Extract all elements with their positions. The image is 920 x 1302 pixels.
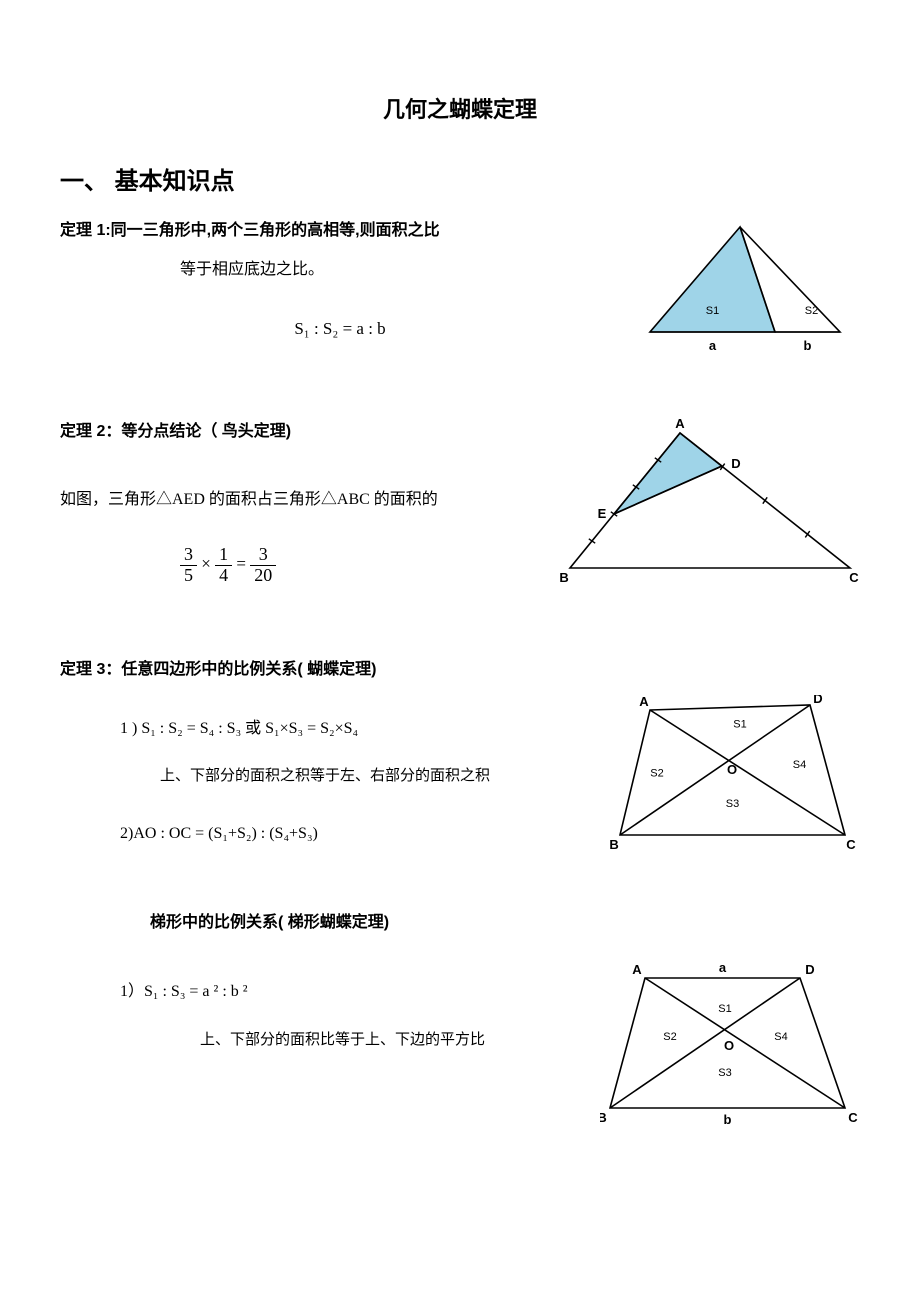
theorem-1-diagram: S1 S2 a b <box>640 217 860 378</box>
trap-explain: 上、下部分的面积比等于上、下边的平方比 <box>200 1027 580 1054</box>
svg-text:S3: S3 <box>718 1067 731 1079</box>
svg-text:S1: S1 <box>733 718 746 730</box>
theorem-2-text: 定理 2：等分点结论（ 鸟头定理) 如图，三角形△AED 的面积占三角形△ABC… <box>60 418 540 616</box>
svg-text:S2: S2 <box>650 767 663 779</box>
document-title: 几何之蝴蝶定理 <box>60 90 860 130</box>
svg-text:B: B <box>560 570 569 585</box>
svg-text:O: O <box>727 762 737 777</box>
svg-text:E: E <box>598 506 607 521</box>
trap-line1: 1）S₁ : S₃ = a ² : b ² <box>120 978 580 1007</box>
svg-text:b: b <box>804 338 812 353</box>
svg-text:D: D <box>731 456 740 471</box>
trapezoid-block: 1）S₁ : S₃ = a ² : b ² 上、下部分的面积比等于上、下边的平方… <box>60 958 860 1144</box>
theorem-1-block: 定理 1:同一三角形中,两个三角形的高相等,则面积之比 等于相应底边之比。 S₁… <box>60 217 860 378</box>
svg-text:A: A <box>675 418 685 431</box>
trapezoid-diagram: A D B C Oa b S1 S2 S3 S4 <box>600 958 860 1144</box>
svg-text:C: C <box>848 1110 858 1125</box>
theorem-3-line1: 1 ) S₁ : S₂ = S₄ : S₃ 或 S₁×S₃ = S₂×S₄ <box>120 715 590 744</box>
svg-text:D: D <box>813 695 822 706</box>
theorem-3-text: 1 ) S₁ : S₂ = S₄ : S₃ 或 S₁×S₃ = S₂×S₄ 上、… <box>60 695 590 870</box>
svg-text:a: a <box>709 338 717 353</box>
theorem-3-diagram: A D B C O S1 S2 S3 S4 <box>610 695 860 866</box>
theorem-3-title: 定理 3：任意四边形中的比例关系( 蝴蝶定理) <box>60 656 860 685</box>
theorem-1-formula: S₁ : S₂ = a : b <box>60 314 620 345</box>
theorem-2-fraction-formula: 35 × 14 = 320 <box>180 545 540 586</box>
theorem-2-block: 定理 2：等分点结论（ 鸟头定理) 如图，三角形△AED 的面积占三角形△ABC… <box>60 418 860 616</box>
svg-text:B: B <box>610 837 619 852</box>
svg-text:A: A <box>632 962 642 977</box>
theorem-2-body: 如图，三角形△AED 的面积占三角形△ABC 的面积的 <box>60 486 540 515</box>
trapezoid-text: 1）S₁ : S₃ = a ² : b ² 上、下部分的面积比等于上、下边的平方… <box>60 958 580 1084</box>
svg-text:S1: S1 <box>718 1003 731 1015</box>
theorem-1-subline: 等于相应底边之比。 <box>180 256 620 285</box>
butterfly-quad-svg: A D B C O S1 S2 S3 S4 <box>610 695 860 855</box>
theorem-2-title: 定理 2：等分点结论（ 鸟头定理) <box>60 418 540 447</box>
svg-text:B: B <box>600 1110 607 1125</box>
svg-text:C: C <box>846 837 856 852</box>
theorem-1-text: 定理 1:同一三角形中,两个三角形的高相等,则面积之比 等于相应底边之比。 S₁… <box>60 217 620 375</box>
theorem-3-line2: 2)AO : OC = (S₁+S₂) : (S₄+S₃) <box>120 820 590 849</box>
butterfly-trap-svg: A D B C Oa b S1 S2 S3 S4 <box>600 958 860 1133</box>
svg-text:D: D <box>805 962 814 977</box>
theorem-1-title: 定理 1:同一三角形中,两个三角形的高相等,则面积之比 <box>60 217 620 246</box>
bird-head-svg: A B C D E <box>560 418 860 588</box>
svg-text:A: A <box>639 695 649 709</box>
svg-text:b: b <box>724 1112 732 1127</box>
section-heading: 一、 基本知识点 <box>60 160 860 203</box>
svg-text:S3: S3 <box>726 798 739 810</box>
trapezoid-title: 梯形中的比例关系( 梯形蝴蝶定理) <box>150 909 860 938</box>
triangle-ratio-svg: S1 S2 a b <box>640 217 860 367</box>
svg-text:S1: S1 <box>706 305 719 317</box>
svg-text:a: a <box>719 960 727 975</box>
theorem-3-explain1: 上、下部分的面积之积等于左、右部分的面积之积 <box>160 763 590 790</box>
svg-text:S4: S4 <box>793 759 806 771</box>
theorem-3-block: 1 ) S₁ : S₂ = S₄ : S₃ 或 S₁×S₃ = S₂×S₄ 上、… <box>60 695 860 870</box>
svg-text:S2: S2 <box>805 305 818 317</box>
svg-text:S4: S4 <box>774 1031 787 1043</box>
svg-text:C: C <box>849 570 859 585</box>
svg-text:S2: S2 <box>663 1031 676 1043</box>
svg-text:O: O <box>724 1038 734 1053</box>
theorem-2-diagram: A B C D E <box>560 418 860 599</box>
